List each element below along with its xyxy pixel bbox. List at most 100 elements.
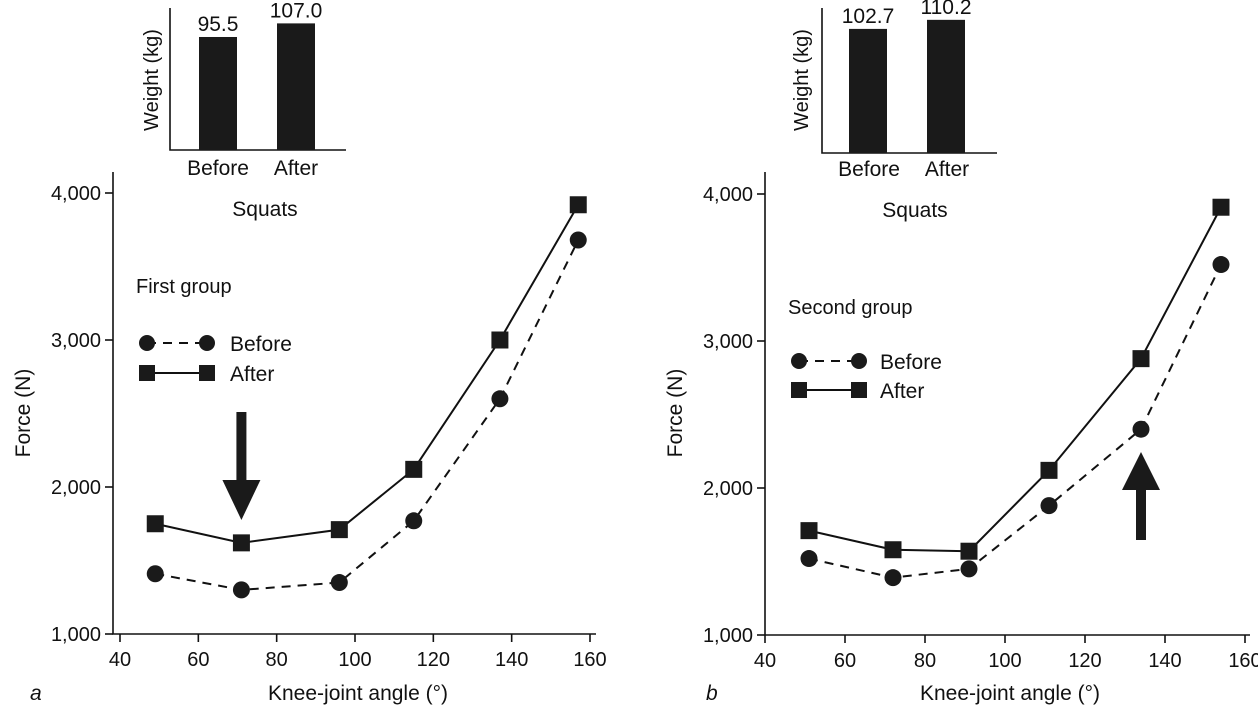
inset-category-before-a: Before: [187, 157, 249, 180]
data-point-after: [1132, 350, 1150, 368]
y-tick-label: 3,000: [703, 331, 753, 353]
inset-bar-chart-b: Weight (kg) 102.7 110.2 Before After: [791, 0, 997, 181]
y-tick-label: 4,000: [703, 184, 753, 206]
inset-category-before-b: Before: [838, 158, 900, 181]
series-line-before: [808, 264, 1222, 579]
arrow-down-icon: [222, 412, 261, 520]
data-point-before: [405, 512, 423, 530]
x-tick-label: 60: [834, 650, 856, 672]
x-tick-label: 100: [338, 649, 371, 671]
data-point-after: [405, 460, 423, 478]
inset-category-after-b: After: [925, 158, 969, 181]
inset-axes-a: [169, 8, 346, 151]
group-label-a: First group: [136, 276, 232, 298]
panel-a: Weight (kg) 95.5 107.0 Before After Squa…: [12, 0, 607, 705]
x-tick-label: 80: [914, 650, 936, 672]
data-point-after: [1212, 198, 1230, 216]
y-tick-label: 2,000: [51, 477, 101, 499]
legend-b: Before After: [791, 351, 942, 403]
legend-label-after-b: After: [880, 380, 924, 403]
data-point-before: [960, 560, 978, 578]
panel-label-b: b: [706, 682, 718, 705]
series-line-after: [808, 206, 1222, 553]
y-axis-label-a: Force (N): [12, 369, 35, 458]
inset-axes-b: [821, 8, 997, 154]
inset-bar-chart-a: Weight (kg) 95.5 107.0 Before After: [141, 0, 346, 180]
inset-bar-after-b: [927, 19, 965, 153]
x-ticks-b: 40 60 80 100 120 140 160: [754, 635, 1258, 672]
data-point-after: [960, 542, 978, 560]
x-tick-label: 160: [573, 649, 606, 671]
data-point-before: [569, 231, 587, 249]
data-point-after: [491, 331, 509, 349]
y-tick-label: 4,000: [51, 183, 101, 205]
panel-label-a: a: [30, 682, 42, 705]
y-ticks-b: 1,000 2,000 3,000 4,000: [703, 184, 765, 647]
inset-ylabel-a: Weight (kg): [141, 29, 163, 131]
legend-a: Before After: [139, 333, 292, 386]
legend-label-after-a: After: [230, 363, 274, 386]
legend-marker-before-a: [139, 335, 155, 351]
inset-ylabel-b: Weight (kg): [791, 29, 813, 131]
x-tick-label: 140: [495, 649, 528, 671]
x-tick-label: 80: [266, 649, 288, 671]
plot-axes-b: [764, 172, 1250, 636]
inset-category-after-a: After: [274, 157, 318, 180]
x-axis-label-b: Knee-joint angle (°): [920, 682, 1100, 705]
legend-marker-before-a-2: [199, 335, 215, 351]
inset-bar-value-before-a: 95.5: [198, 13, 239, 36]
chart-title-b: Squats: [882, 199, 947, 222]
inset-bar-before-a: [199, 36, 237, 150]
x-tick-label: 120: [1068, 650, 1101, 672]
data-point-before: [800, 550, 818, 568]
inset-bar-value-after-b: 110.2: [921, 0, 972, 19]
data-point-after: [1040, 461, 1058, 479]
legend-marker-after-b: [791, 382, 807, 398]
legend-marker-after-a-2: [199, 365, 215, 381]
group-label-b: Second group: [788, 297, 913, 319]
x-tick-label: 120: [417, 649, 450, 671]
data-point-before: [884, 569, 902, 587]
y-ticks-a: 1,000 2,000 3,000 4,000: [51, 183, 113, 646]
chart-title-a: Squats: [232, 198, 297, 221]
y-axis-label-b: Force (N): [664, 369, 687, 458]
data-point-before: [330, 574, 348, 592]
x-tick-label: 40: [754, 650, 776, 672]
legend-marker-before-b-2: [851, 353, 867, 369]
data-point-before: [1212, 256, 1230, 274]
y-tick-label: 1,000: [703, 625, 753, 647]
inset-bar-after-a: [277, 23, 315, 151]
legend-marker-after-b-2: [851, 382, 867, 398]
data-point-before: [491, 390, 509, 408]
x-axis-label-a: Knee-joint angle (°): [268, 682, 448, 705]
legend-marker-after-a: [139, 365, 155, 381]
x-ticks-a: 40 60 80 100 120 140 160: [109, 634, 607, 671]
x-tick-label: 140: [1148, 650, 1181, 672]
plot-axes-a: [112, 172, 596, 635]
data-point-after: [884, 541, 902, 559]
data-point-after: [146, 515, 164, 533]
data-point-before: [232, 581, 250, 599]
x-tick-label: 100: [988, 650, 1021, 672]
data-point-after: [232, 534, 250, 552]
series-line-after: [155, 204, 580, 544]
series-a: [146, 196, 587, 599]
y-tick-label: 1,000: [51, 624, 101, 646]
legend-label-before-a: Before: [230, 333, 292, 356]
data-point-after: [800, 522, 818, 540]
panel-b: Weight (kg) 102.7 110.2 Before After Squ…: [664, 0, 1258, 705]
legend-label-before-b: Before: [880, 351, 942, 374]
data-point-before: [1040, 497, 1058, 515]
data-point-before: [146, 565, 164, 583]
data-point-after: [330, 521, 348, 539]
inset-bar-before-b: [849, 28, 887, 153]
y-tick-label: 3,000: [51, 330, 101, 352]
inset-bar-value-before-b: 102.7: [842, 5, 895, 28]
arrow-up-icon: [1122, 452, 1160, 540]
x-tick-label: 160: [1228, 650, 1258, 672]
series-b: [800, 198, 1230, 587]
x-tick-label: 40: [109, 649, 131, 671]
data-point-before: [1132, 420, 1150, 438]
inset-bar-value-after-a: 107.0: [270, 0, 323, 22]
